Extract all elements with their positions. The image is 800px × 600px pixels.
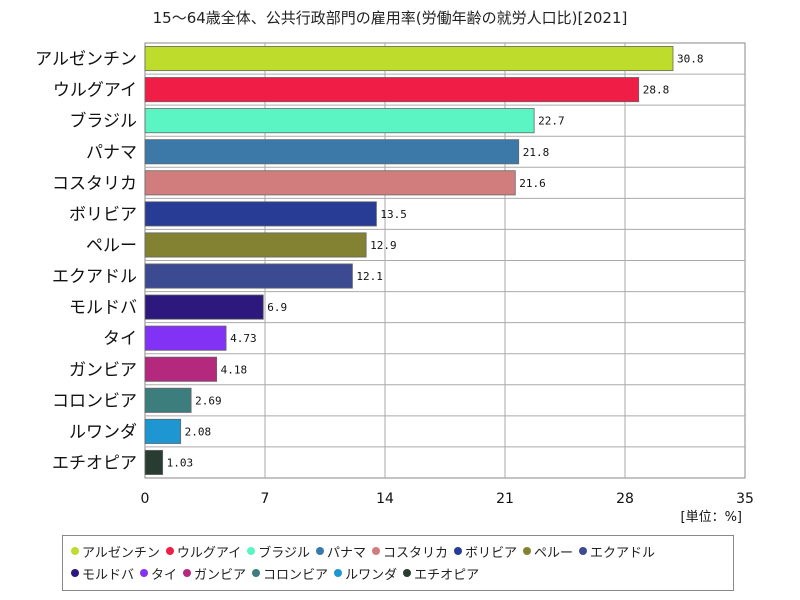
legend-item: ウルグアイ (165, 540, 242, 562)
legend-dot-icon (334, 569, 343, 577)
legend-item: モルドバ (71, 562, 134, 584)
value-label: 1.03 (167, 456, 194, 469)
legend-label: ウルグアイ (176, 545, 242, 561)
legend-dot-icon (252, 569, 261, 577)
legend-label: モルドバ (82, 567, 135, 583)
legend-item: エクアドル (579, 540, 655, 562)
bar-9 (144, 294, 264, 320)
legend-label: コスタリカ (383, 545, 449, 561)
legend-dot-icon (372, 547, 380, 555)
legend-item: ペルー (523, 540, 573, 562)
category-label: アルゼンチン (35, 50, 137, 70)
x-tick-label: 21 (496, 491, 514, 507)
legend-item: ルワンダ (334, 562, 397, 584)
legend-label: エクアドル (590, 545, 656, 561)
category-label: エクアドル (52, 267, 137, 287)
legend-label: ガンビア (194, 567, 247, 583)
legend-label: タイ (151, 567, 178, 583)
category-label: ボリビア (69, 205, 137, 225)
value-label: 2.69 (195, 394, 222, 407)
bar-4 (144, 139, 520, 165)
legend-dot-icon (403, 569, 412, 577)
bar-13 (144, 418, 182, 444)
value-label: 21.8 (523, 146, 550, 159)
value-label: 12.1 (356, 270, 383, 283)
bar-12 (144, 387, 192, 413)
bar-2 (144, 77, 640, 103)
category-label: モルドバ (69, 298, 137, 318)
category-label: エチオピア (52, 453, 137, 473)
legend-item: エチオピア (403, 562, 479, 584)
legend-dot-icon (183, 569, 192, 577)
legend-label: ブラジル (258, 545, 310, 561)
legend-item: アルゼンチン (71, 540, 160, 562)
category-label: ガンビア (69, 360, 137, 380)
value-label: 22.7 (538, 115, 565, 128)
bar-14 (144, 449, 164, 475)
legend-dot-icon (140, 569, 149, 577)
category-label: ブラジル (69, 111, 137, 132)
category-label: コスタリカ (52, 174, 137, 194)
value-label: 4.73 (230, 332, 256, 345)
x-tick-label: 28 (616, 491, 634, 507)
legend-label: コロンビア (263, 567, 329, 583)
legend-dot-icon (579, 547, 588, 555)
legend-dot-icon (247, 547, 256, 555)
legend-item: ガンビア (183, 562, 246, 584)
legend-label: パナマ (326, 545, 366, 561)
legend-dot-icon (71, 547, 79, 555)
legend-item: パナマ (315, 540, 366, 562)
bars (144, 46, 674, 475)
bar-10 (144, 325, 227, 351)
legend-label: エチオピア (414, 567, 480, 583)
legend-dot-icon (165, 547, 174, 555)
bar-11 (144, 356, 218, 382)
value-label: 21.6 (519, 177, 546, 190)
x-tick-label: 35 (736, 491, 754, 507)
legend-item: ボリビア (454, 540, 517, 562)
legend-item: コロンビア (252, 562, 328, 584)
legend-label: アルゼンチン (82, 545, 160, 561)
legend-item: ブラジル (247, 540, 310, 562)
unit-label: [単位：%] (681, 509, 743, 525)
category-label: パナマ (86, 143, 137, 163)
bar-1 (144, 46, 674, 72)
legend-label: ペルー (534, 545, 574, 561)
value-label: 6.9 (267, 301, 287, 314)
category-label: タイ (103, 329, 137, 349)
category-label: ウルグアイ (53, 81, 137, 101)
legend-label: ボリビア (465, 545, 518, 561)
bar-3 (144, 108, 535, 134)
value-label: 2.08 (185, 425, 212, 438)
legend-label: ルワンダ (345, 567, 398, 583)
legend-dot-icon (71, 569, 79, 577)
category-labels: アルゼンチンウルグアイブラジルパナマコスタリカボリビアペルーエクアドルモルドバタ… (35, 50, 137, 474)
value-label: 28.8 (643, 84, 670, 97)
legend: アルゼンチン ウルグアイ ブラジル パナマ コスタリカ ボリビア ペルー エクアドルモルドバタ… (62, 535, 734, 591)
legend-dot-icon (454, 547, 463, 555)
x-tick-label: 7 (261, 491, 270, 507)
value-label: 30.8 (677, 53, 704, 66)
bar-8 (144, 263, 353, 289)
bar-5 (144, 170, 516, 196)
chart-title: 15～64歳全体、公共行政部門の雇用率(労働年齢の就労人口比)[2021] (153, 9, 628, 27)
category-label: ルワンダ (69, 422, 137, 442)
category-label: コロンビア (52, 391, 137, 411)
x-tick-label: 14 (376, 491, 394, 507)
legend-item: コスタリカ (372, 540, 448, 562)
bar-7 (144, 232, 367, 258)
bar-6 (144, 201, 377, 227)
x-tick-label: 0 (141, 491, 150, 507)
x-axis-ticks: 0 7 14 21 28 35 (141, 491, 754, 507)
legend-dot-icon (523, 547, 532, 555)
value-label: 4.18 (221, 363, 248, 376)
value-label: 12.9 (370, 239, 397, 252)
legend-dot-icon (315, 547, 324, 555)
legend-item: タイ (140, 562, 177, 584)
value-label: 13.5 (380, 208, 407, 221)
value-labels: 30.8 28.8 22.7 21.8 21.6 13.5 12.9 12.1 6.9 4.73 4… (167, 53, 704, 470)
category-label: ペルー (86, 236, 137, 256)
